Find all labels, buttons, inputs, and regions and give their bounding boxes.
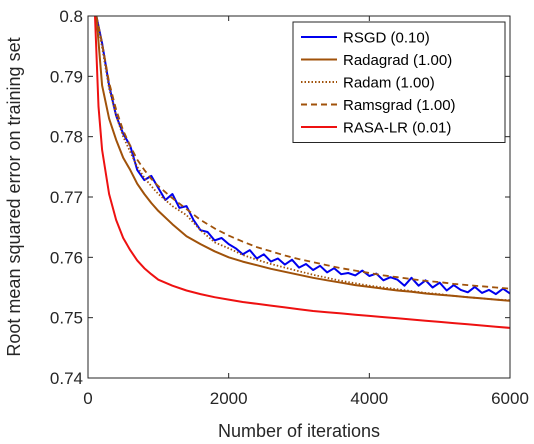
legend-label-3: Ramsgrad (1.00): [343, 97, 456, 114]
legend-label-2: Radam (1.00): [343, 75, 435, 92]
y-tick-label: 0.79: [50, 67, 83, 86]
legend-label-4: RASA-LR (0.01): [343, 120, 451, 137]
series-layer: [94, 16, 510, 329]
x-tick-label: 2000: [210, 389, 248, 408]
y-tick-label: 0.76: [50, 248, 83, 267]
x-axis-title: Number of iterations: [218, 421, 380, 441]
y-axis-title: Root mean squared error on training set: [4, 37, 24, 356]
y-tick-label: 0.75: [50, 309, 83, 328]
series-line-0: [95, 16, 510, 296]
y-tick-label: 0.74: [50, 369, 83, 388]
y-tick-label: 0.78: [50, 128, 83, 147]
series-line-1: [95, 16, 510, 302]
legend-label-1: Radagrad (1.00): [343, 52, 452, 69]
tick-layer: 0 2000 4000 6000 0.74 0.75 0.76 0.77 0.78 0.79 0.8: [50, 7, 529, 408]
x-tick-label: 0: [83, 389, 92, 408]
y-tick-label: 0.8: [59, 7, 83, 26]
legend-box: [292, 21, 506, 143]
series-line-2: [95, 16, 510, 302]
x-tick-label: 6000: [491, 389, 529, 408]
legend-label-0: RSGD (0.10): [343, 30, 430, 47]
x-tick-label: 4000: [350, 389, 388, 408]
series-line-3: [95, 16, 510, 290]
series-line-4: [94, 16, 510, 329]
legend: RSGD (0.10) Radagrad (1.00) Radam (1.00) Ra…: [292, 21, 506, 143]
y-tick-label: 0.77: [50, 188, 83, 207]
